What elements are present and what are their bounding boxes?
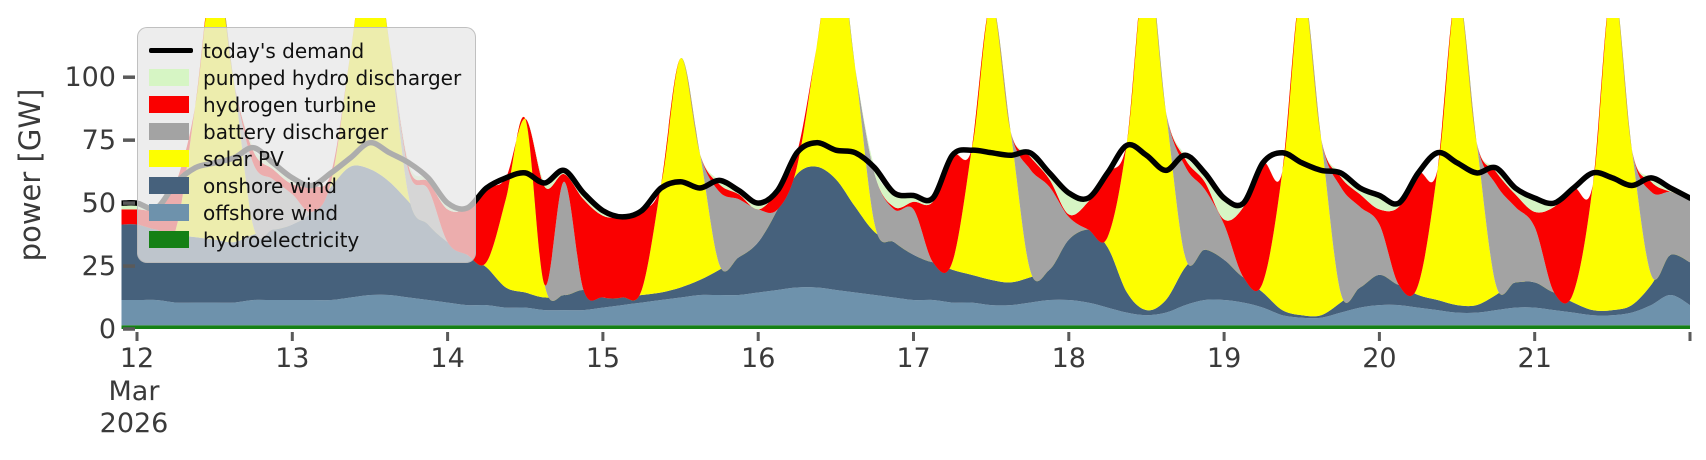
solar-pv-swatch	[149, 150, 189, 167]
y-tick-label: 75	[82, 125, 116, 156]
y-tick-label: 25	[82, 251, 116, 282]
x-axis-date-label: Mar	[109, 376, 161, 407]
legend-item-hydroelectricity: hydroelectricity	[149, 226, 461, 253]
legend-label: onshore wind	[203, 173, 337, 198]
legend: today's demand pumped hydro discharger hyd…	[137, 27, 477, 263]
legend-label: today's demand	[203, 38, 365, 63]
x-tick-label: 17	[896, 343, 930, 374]
legend-item-solar-pv: solar PV	[149, 145, 461, 172]
legend-label: solar PV	[203, 146, 284, 171]
hydrogen-turbine-swatch	[149, 96, 189, 113]
legend-item-battery-discharger: battery discharger	[149, 118, 461, 145]
legend-label: pumped hydro discharger	[203, 65, 462, 90]
legend-item-onshore-wind: onshore wind	[149, 172, 461, 199]
legend-label: hydroelectricity	[203, 227, 360, 252]
x-tick-label: 15	[586, 343, 620, 374]
area-hydroelectricity	[121, 325, 1690, 329]
legend-item-hydrogen-turbine: hydrogen turbine	[149, 91, 461, 118]
x-tick-label: 16	[741, 343, 775, 374]
legend-item-pumped-hydro-discharger: pumped hydro discharger	[149, 64, 461, 91]
legend-label: offshore wind	[203, 200, 339, 225]
legend-item-offshore-wind: offshore wind	[149, 199, 461, 226]
area-battery-discharger	[121, 18, 1690, 304]
y-tick-label: 100	[64, 62, 116, 93]
x-tick-label: 13	[275, 343, 309, 374]
pumped-hydro-discharger-swatch	[149, 69, 189, 86]
x-axis-date-label: 2026	[100, 408, 169, 439]
x-tick-label: 20	[1362, 343, 1396, 374]
offshore-wind-swatch	[149, 204, 189, 221]
y-axis-label: power [GW]	[13, 89, 47, 262]
onshore-wind-swatch	[149, 177, 189, 194]
legend-label: battery discharger	[203, 119, 389, 144]
today-s-demand-swatch	[149, 48, 193, 53]
area-offshore-wind	[121, 287, 1690, 326]
y-tick-label: 50	[82, 188, 116, 219]
hydroelectricity-swatch	[149, 231, 189, 248]
y-tick-label: 0	[99, 314, 116, 345]
plot-area	[121, 18, 1691, 329]
x-tick-label: 19	[1207, 343, 1241, 374]
x-tick-label: 14	[430, 343, 464, 374]
legend-item-today-s-demand: today's demand	[149, 37, 461, 64]
x-tick-label: 18	[1052, 343, 1086, 374]
x-tick-label: 21	[1518, 343, 1552, 374]
area-solar-pv	[121, 18, 1690, 317]
legend-label: hydrogen turbine	[203, 92, 377, 117]
x-tick-label: 12	[120, 343, 154, 374]
battery-discharger-swatch	[149, 123, 189, 140]
